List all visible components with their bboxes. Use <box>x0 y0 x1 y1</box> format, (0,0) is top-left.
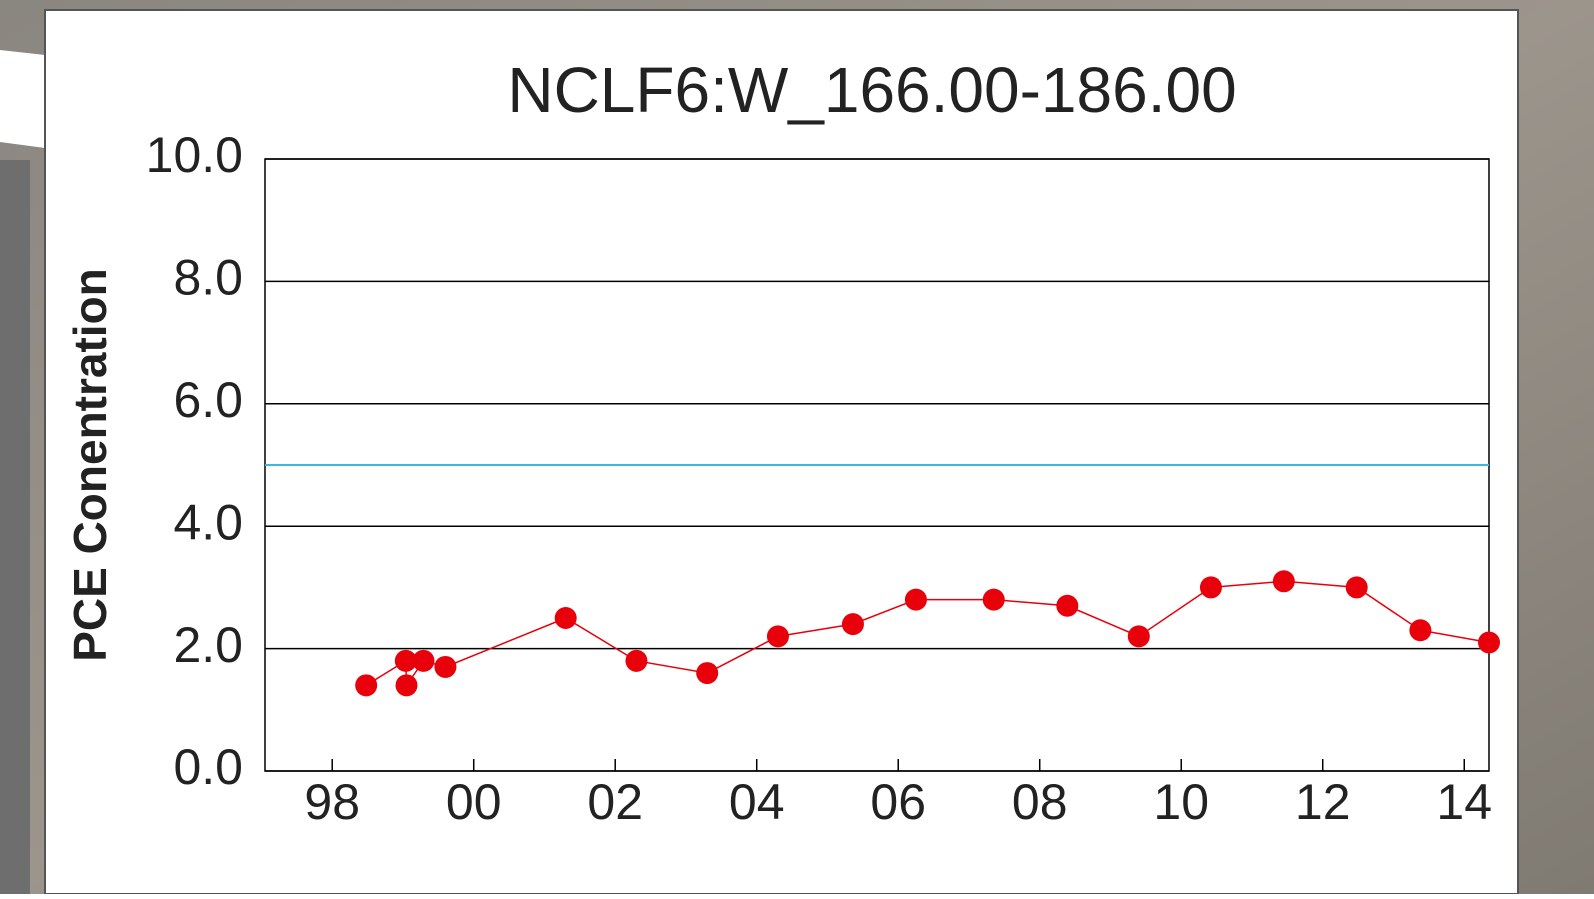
x-tick-label: 00 <box>446 774 502 830</box>
chart-title: NCLF6:W_166.00-186.00 <box>507 54 1236 126</box>
data-point <box>1200 576 1222 598</box>
x-tick-label: 06 <box>870 774 926 830</box>
y-tick-label: 10.0 <box>146 127 243 183</box>
data-point <box>1128 625 1150 647</box>
data-point <box>1478 631 1500 653</box>
x-tick-label: 08 <box>1012 774 1068 830</box>
page: NCLF6:W_166.00-186.00 PCE Conentration 0… <box>0 0 1594 894</box>
chart: NCLF6:W_166.00-186.00 PCE Conentration 0… <box>0 0 1594 894</box>
data-point <box>355 674 377 696</box>
data-point <box>434 656 456 678</box>
x-tick-label: 98 <box>304 774 360 830</box>
data-point <box>1056 595 1078 617</box>
data-point <box>842 613 864 635</box>
x-tick-label: 02 <box>587 774 643 830</box>
y-tick-label: 4.0 <box>173 494 243 550</box>
data-point <box>905 589 927 611</box>
data-point <box>696 662 718 684</box>
y-tick-label: 6.0 <box>173 372 243 428</box>
map-shape <box>0 50 45 148</box>
data-point <box>396 674 418 696</box>
y-axis-label: PCE Conentration <box>64 268 116 662</box>
data-point <box>1273 570 1295 592</box>
road <box>0 160 30 894</box>
data-point <box>767 625 789 647</box>
data-point <box>1346 576 1368 598</box>
y-tick-label: 8.0 <box>173 250 243 306</box>
data-point <box>983 589 1005 611</box>
x-tick-label: 10 <box>1153 774 1209 830</box>
chart-panel <box>45 10 1518 894</box>
data-point <box>625 650 647 672</box>
y-tick-label: 0.0 <box>173 739 243 795</box>
x-tick-label: 04 <box>729 774 785 830</box>
data-point <box>412 650 434 672</box>
x-tick-label: 12 <box>1295 774 1351 830</box>
y-tick-label: 2.0 <box>173 617 243 673</box>
data-point <box>1409 619 1431 641</box>
x-tick-label: 14 <box>1436 774 1492 830</box>
data-point <box>555 607 577 629</box>
